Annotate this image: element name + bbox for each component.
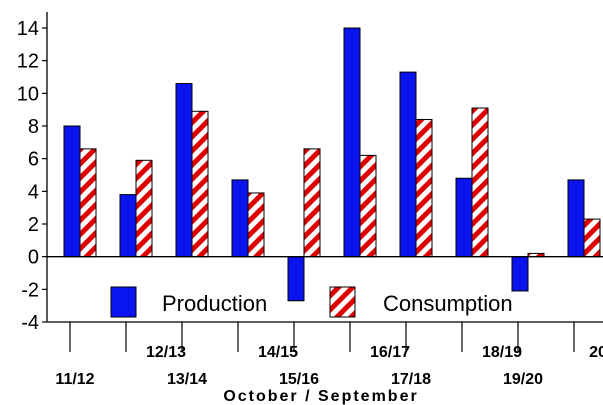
legend-swatch-consumption <box>329 286 356 318</box>
x-tick-label: 19/20 <box>503 371 543 388</box>
x-tick-label: 12/13 <box>146 344 186 361</box>
y-tick-label: 0 <box>28 247 39 269</box>
x-tick-label: 15/16 <box>279 371 319 388</box>
legend-label-consumption: Consumption <box>383 291 513 316</box>
x-tick-label: 16/17 <box>370 344 410 361</box>
legend-swatch-production <box>110 286 137 318</box>
bars <box>63 27 601 302</box>
x-tick-label: 17/18 <box>391 371 431 388</box>
x-tick-label: 11/12 <box>55 371 94 388</box>
legend: Production Consumption <box>110 286 513 318</box>
y-tick-label: 10 <box>17 83 39 105</box>
consumption-bar-20-21F <box>583 218 601 258</box>
y-tick-label: 4 <box>28 181 39 203</box>
y-tick-label: 2 <box>28 214 39 236</box>
y-tick-label: 6 <box>28 149 39 171</box>
x-tick-label: 14/15 <box>258 344 298 361</box>
consumption-bar-16-17 <box>359 154 377 258</box>
production-bar-18-19 <box>455 177 473 258</box>
x-axis: 11/12 12/13 13/14 14/15 15/16 16/17 17/18 18/19… <box>47 256 603 388</box>
x-tick-label: 18/19 <box>482 344 522 361</box>
y-tick-label: 8 <box>28 116 39 138</box>
consumption-bar-14-15 <box>247 192 265 258</box>
x-axis-title: October / September <box>223 388 418 405</box>
production-bar-15-16 <box>287 256 305 302</box>
production-bar-11-12 <box>63 125 81 258</box>
production-bar-20-21F <box>567 179 585 258</box>
production-bar-19-20 <box>511 256 529 292</box>
consumption-bar-17-18 <box>415 118 433 258</box>
production-bar-17-18 <box>399 71 417 258</box>
consumption-bar-18-19 <box>471 107 489 258</box>
consumption-bar-12-13 <box>135 159 153 258</box>
y-tick-label: -2 <box>21 279 39 301</box>
y-tick-label: 12 <box>17 51 39 73</box>
x-tick-label: 13/14 <box>167 371 207 388</box>
production-bar-13-14 <box>175 83 193 258</box>
y-tick-label: 14 <box>17 18 39 40</box>
consumption-bar-13-14 <box>191 110 209 258</box>
y-tick-label: -4 <box>21 312 39 334</box>
production-bar-12-13 <box>119 194 137 258</box>
consumption-bar-15-16 <box>303 148 321 258</box>
consumption-bar-11-12 <box>79 148 97 258</box>
production-bar-16-17 <box>343 27 361 258</box>
legend-label-production: Production <box>162 291 267 316</box>
x-tick-label: 20/21F <box>589 344 603 361</box>
y-axis: -4 -2 0 2 4 6 8 10 12 14 <box>17 12 48 334</box>
production-bar-14-15 <box>231 179 249 258</box>
